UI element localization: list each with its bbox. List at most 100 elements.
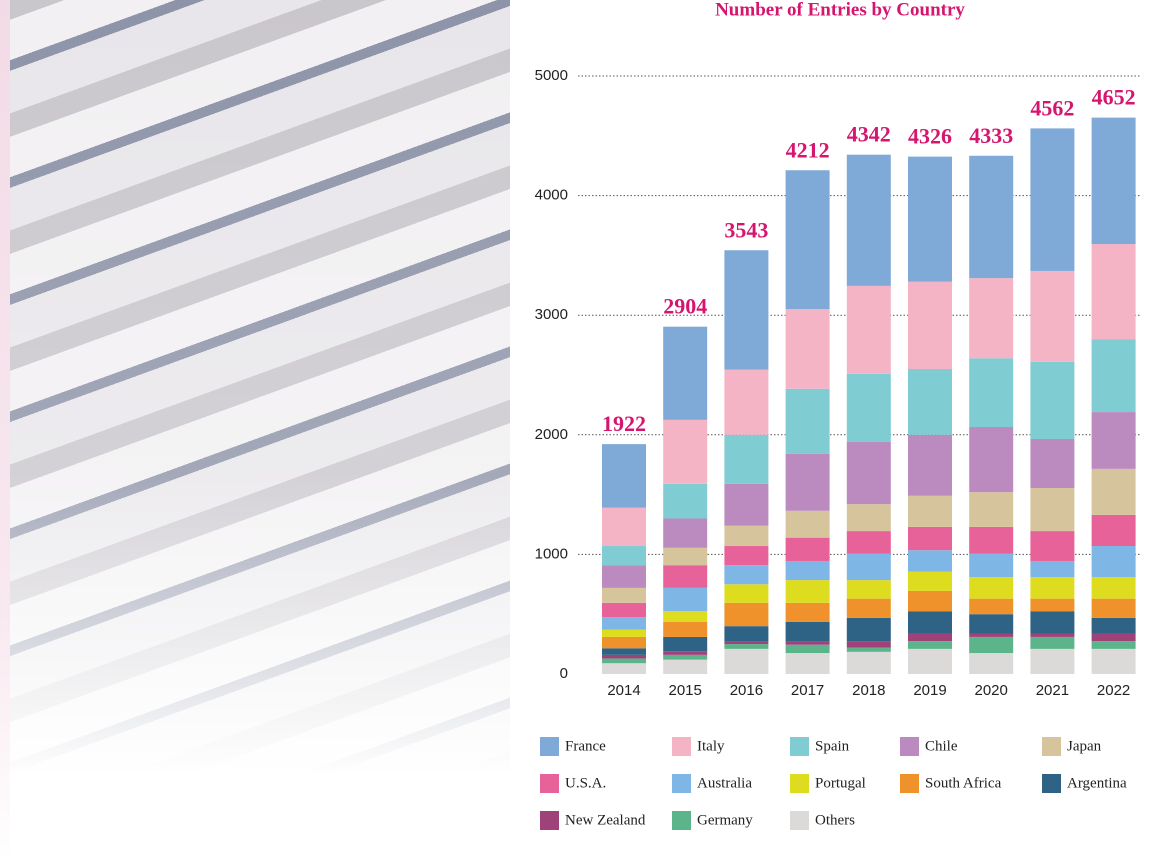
bar-segment <box>786 170 830 309</box>
total-label: 1922 <box>602 411 646 436</box>
x-tick-label: 2014 <box>607 682 640 699</box>
bar-segment <box>663 548 707 565</box>
bar-segment <box>724 565 768 584</box>
bar-segment <box>1092 469 1136 515</box>
bar-segment <box>969 358 1013 427</box>
bar-segment <box>1092 649 1136 674</box>
y-tick-label: 5000 <box>535 67 568 84</box>
bar-segment <box>663 519 707 548</box>
bar-segment <box>1092 546 1136 577</box>
legend-swatch <box>790 737 809 756</box>
bar-segment <box>663 611 707 622</box>
legend-swatch <box>672 811 691 830</box>
bar-segment <box>1092 599 1136 618</box>
bar-segment <box>1092 339 1136 412</box>
total-label: 3543 <box>724 217 768 242</box>
bar-segment <box>663 660 707 674</box>
x-tick-label: 2015 <box>669 682 702 699</box>
bar-segment <box>786 653 830 674</box>
bar-segment <box>786 454 830 511</box>
total-label: 4342 <box>847 122 891 147</box>
bar-segment <box>1092 634 1136 641</box>
bar-segment <box>1092 412 1136 469</box>
bar-segment <box>663 651 707 655</box>
bar-segment <box>602 658 646 663</box>
bar-segment <box>1030 577 1074 599</box>
bar-segment <box>1092 515 1136 546</box>
y-tick-label: 1000 <box>535 545 568 562</box>
bar-segment <box>908 369 952 435</box>
bar-segment <box>847 155 891 286</box>
legend-label: South Africa <box>925 775 1002 791</box>
bar-segment <box>602 588 646 603</box>
bar-segment <box>1030 599 1074 612</box>
legend-swatch <box>1042 737 1061 756</box>
bar-segment <box>1030 439 1074 488</box>
bar-segment <box>908 634 952 641</box>
bar-segment <box>602 663 646 674</box>
legend-swatch <box>672 774 691 793</box>
bar-segment <box>724 370 768 435</box>
bar-segment <box>663 637 707 651</box>
bar-segment <box>724 644 768 649</box>
bar-segment <box>724 484 768 526</box>
bar-segment <box>1030 634 1074 637</box>
bar-segment <box>663 420 707 484</box>
chart: Number of Entries by Country 01000200030… <box>0 0 1157 862</box>
bar-segment <box>908 591 952 611</box>
legend-label: New Zealand <box>565 812 646 828</box>
legend-swatch <box>790 774 809 793</box>
bar-segment <box>1092 641 1136 649</box>
bar-segment <box>1092 118 1136 244</box>
bar-segment <box>969 614 1013 634</box>
bar-segment <box>1030 362 1074 439</box>
bar-segment <box>602 655 646 659</box>
bar-segment <box>847 442 891 504</box>
bar-segment <box>908 157 952 282</box>
bar-segment <box>1030 128 1074 271</box>
bar-segment <box>724 250 768 369</box>
x-tick-label: 2022 <box>1097 682 1130 699</box>
bar-segment <box>786 642 830 645</box>
bar-segment <box>602 565 646 588</box>
page: Number of Entries by Country 01000200030… <box>0 0 1157 862</box>
legend-swatch <box>790 811 809 830</box>
x-tick-label: 2017 <box>791 682 824 699</box>
bar-segment <box>908 435 952 496</box>
bar-segment <box>1092 577 1136 599</box>
legend-swatch <box>540 774 559 793</box>
bar-segment <box>602 444 646 508</box>
bar-segment <box>969 634 1013 637</box>
bar-segment <box>724 603 768 626</box>
legend-swatch <box>1042 774 1061 793</box>
bar-segment <box>908 572 952 591</box>
bar-segment <box>724 649 768 674</box>
y-tick-label: 4000 <box>535 187 568 204</box>
total-label: 4326 <box>908 124 952 149</box>
bar-segment <box>1030 561 1074 577</box>
total-label: 4212 <box>786 137 830 162</box>
y-tick-label: 3000 <box>535 306 568 323</box>
bar-segment <box>969 492 1013 527</box>
legend-swatch <box>900 774 919 793</box>
bar-segment <box>663 655 707 660</box>
bar-segment <box>602 603 646 617</box>
bar-segment <box>847 648 891 652</box>
legend-label: France <box>565 738 606 754</box>
bar-segment <box>786 603 830 622</box>
x-tick-label: 2019 <box>913 682 946 699</box>
bar-segment <box>724 546 768 565</box>
bar-segment <box>908 527 952 550</box>
bar-segment <box>724 626 768 642</box>
y-tick-label: 2000 <box>535 426 568 443</box>
legend-swatch <box>540 811 559 830</box>
bar-segment <box>724 526 768 546</box>
bar-segment <box>1030 637 1074 649</box>
bar-segment <box>663 565 707 588</box>
bar-segment <box>1030 531 1074 561</box>
bar-segment <box>847 374 891 442</box>
bar-segment <box>847 641 891 648</box>
bar-segment <box>847 504 891 531</box>
bar-segment <box>602 637 646 648</box>
bar-segment <box>663 484 707 519</box>
